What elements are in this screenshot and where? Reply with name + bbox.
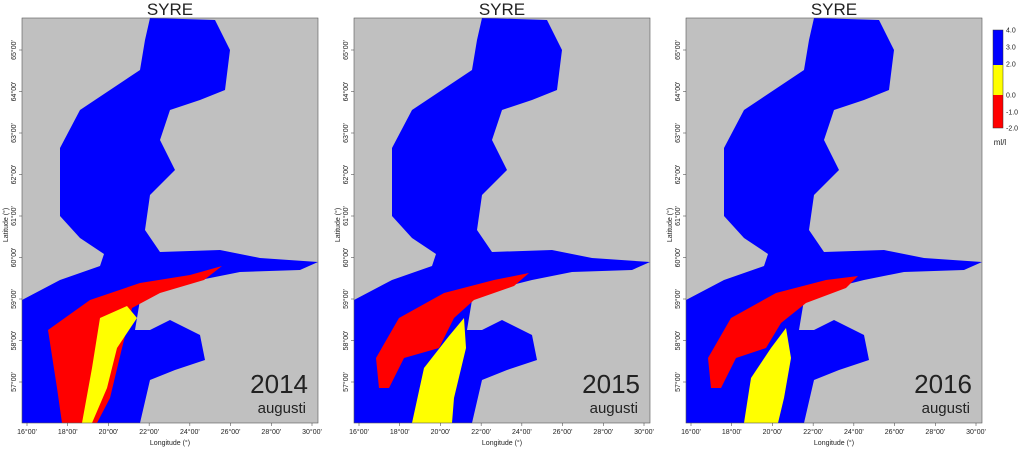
- frame: [21, 17, 319, 424]
- y-tick-label: 62°00': [10, 165, 18, 185]
- panel-month: augusti: [922, 400, 970, 417]
- x-tick-label: 16°00': [17, 428, 37, 436]
- x-tick-label: 28°00': [261, 428, 281, 436]
- colorbar-tick: 4.0: [1006, 28, 1016, 35]
- low-oxygen: [376, 273, 529, 388]
- x-tick-label: 22°00': [139, 428, 159, 436]
- y-tick-label: 57°00': [674, 372, 682, 392]
- y-tick-label: 59°00': [674, 289, 682, 309]
- mid-oxygen: [412, 318, 466, 423]
- panel-title: SYRE: [811, 0, 857, 19]
- x-axis-label: Longitude (°): [482, 439, 522, 447]
- panel-title: SYRE: [479, 0, 525, 19]
- x-tick-label: 24°00': [180, 428, 200, 436]
- colorbar-unit: ml/l: [994, 138, 1007, 147]
- y-axis-label: Latitude (°): [2, 208, 10, 242]
- y-tick-label: 60°00': [674, 248, 682, 268]
- y-tick-label: 58°00': [674, 331, 682, 351]
- panel-year: 2016: [914, 369, 972, 399]
- x-tick-label: 24°00': [512, 428, 532, 436]
- x-tick-label: 28°00': [593, 428, 613, 436]
- colorbar-tick: -1.0: [1006, 110, 1018, 117]
- y-tick-label: 64°00': [674, 82, 682, 102]
- panel-month: augusti: [258, 400, 306, 417]
- y-tick-label: 65°00': [10, 40, 18, 60]
- mid-oxygen: [744, 328, 791, 423]
- low-oxygen: [708, 276, 858, 388]
- colorbar-red: [993, 95, 1003, 128]
- y-tick-label: 63°00': [342, 123, 350, 143]
- colorbar-tick: 0.0: [1006, 93, 1016, 100]
- frame: [685, 17, 983, 424]
- x-tick-label: 22°00': [803, 428, 823, 436]
- colorbar-tick: 2.0: [1006, 62, 1016, 69]
- y-tick-label: 64°00': [10, 82, 18, 102]
- x-tick-label: 24°00': [844, 428, 864, 436]
- mid-oxygen: [82, 306, 137, 423]
- x-tick-label: 26°00': [221, 428, 241, 436]
- x-tick-label: 22°00': [471, 428, 491, 436]
- x-tick-label: 20°00': [99, 428, 119, 436]
- y-tick-label: 65°00': [342, 40, 350, 60]
- y-tick-label: 59°00': [342, 289, 350, 309]
- x-tick-label: 20°00': [763, 428, 783, 436]
- y-tick-label: 57°00': [10, 372, 18, 392]
- panel-title: SYRE: [147, 0, 193, 19]
- colorbar-blue: [993, 30, 1003, 65]
- panel-month: augusti: [590, 400, 638, 417]
- x-axis-label: Longitude (°): [814, 439, 854, 447]
- x-axis-label: Longitude (°): [150, 439, 190, 447]
- y-tick-label: 57°00': [342, 372, 350, 392]
- y-axis-label: Latitude (°): [334, 208, 342, 242]
- y-axis-label: Latitude (°): [666, 208, 674, 242]
- colorbar-tick: -2.0: [1006, 126, 1018, 133]
- y-tick-label: 61°00': [342, 206, 350, 226]
- y-tick-label: 61°00': [674, 206, 682, 226]
- panel-year: 2014: [250, 369, 308, 399]
- y-tick-label: 63°00': [10, 123, 18, 143]
- colorbar-yellow: [993, 65, 1003, 95]
- panel-year: 2015: [582, 369, 640, 399]
- y-tick-label: 63°00': [674, 123, 682, 143]
- x-tick-label: 16°00': [349, 428, 369, 436]
- y-tick-label: 65°00': [674, 40, 682, 60]
- y-tick-label: 61°00': [10, 206, 18, 226]
- y-tick-label: 64°00': [342, 82, 350, 102]
- y-tick-label: 60°00': [342, 248, 350, 268]
- x-tick-label: 26°00': [885, 428, 905, 436]
- x-tick-label: 18°00': [722, 428, 742, 436]
- x-tick-label: 16°00': [681, 428, 701, 436]
- y-tick-label: 62°00': [674, 165, 682, 185]
- y-tick-label: 60°00': [10, 248, 18, 268]
- colorbar-tick: 3.0: [1006, 45, 1016, 52]
- x-tick-label: 20°00': [431, 428, 451, 436]
- x-tick-label: 26°00': [553, 428, 573, 436]
- colorbar-frame: [992, 29, 1004, 129]
- x-tick-label: 30°00': [966, 428, 986, 436]
- x-tick-label: 18°00': [390, 428, 410, 436]
- x-tick-label: 28°00': [925, 428, 945, 436]
- y-tick-label: 62°00': [342, 165, 350, 185]
- x-tick-label: 30°00': [634, 428, 654, 436]
- y-tick-label: 59°00': [10, 289, 18, 309]
- y-tick-label: 58°00': [342, 331, 350, 351]
- frame: [353, 17, 651, 424]
- y-tick-label: 58°00': [10, 331, 18, 351]
- x-tick-label: 18°00': [58, 428, 78, 436]
- x-tick-label: 30°00': [302, 428, 322, 436]
